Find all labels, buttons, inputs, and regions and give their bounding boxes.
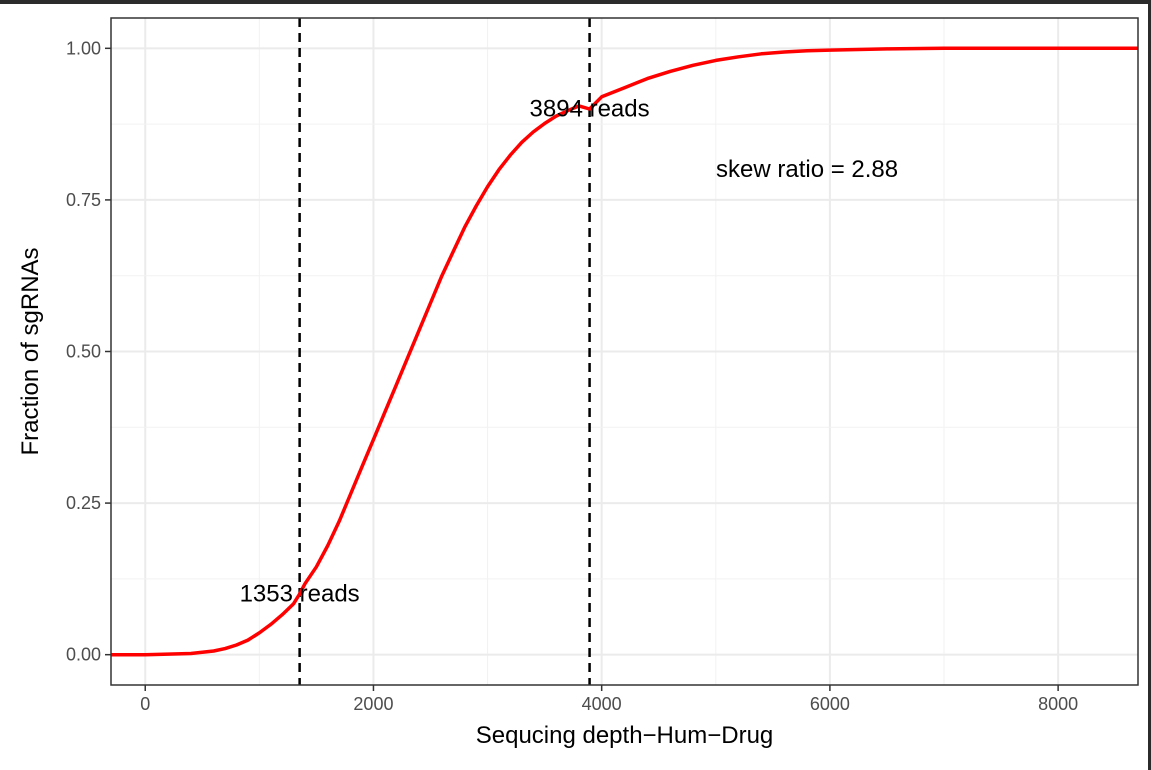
x-tick-label: 0 bbox=[140, 694, 150, 714]
x-tick-label: 4000 bbox=[582, 694, 622, 714]
chart-frame: 1353 reads 3894 reads skew ratio = 2.88 0 2… bbox=[0, 4, 1148, 770]
series-group bbox=[111, 46, 1138, 657]
y-tick-label: 1.00 bbox=[66, 38, 101, 58]
annotation-label: skew ratio = 2.88 bbox=[716, 156, 898, 183]
x-axis-label: Sequcing depth−Hum−Drug bbox=[476, 722, 774, 749]
y-tick-label: 0.75 bbox=[66, 190, 101, 210]
annotations: 1353 reads 3894 reads skew ratio = 2.88 bbox=[240, 95, 899, 607]
gridlines bbox=[111, 18, 1138, 685]
y-tick-label: 0.50 bbox=[66, 342, 101, 362]
x-tick-label: 8000 bbox=[1038, 694, 1078, 714]
y-axis-ticks: 0.00 0.25 0.50 0.75 1.00 bbox=[66, 38, 111, 665]
x-tick-label: 2000 bbox=[353, 694, 393, 714]
annotation-label: 1353 reads bbox=[240, 581, 360, 608]
series-line bbox=[111, 46, 1138, 657]
x-tick-label: 6000 bbox=[810, 694, 850, 714]
annotation-label: 3894 reads bbox=[530, 95, 650, 122]
y-tick-label: 0.25 bbox=[66, 493, 101, 513]
y-tick-label: 0.00 bbox=[66, 645, 101, 665]
y-axis-label: Fraction of sgRNAs bbox=[17, 247, 44, 455]
x-axis-ticks: 0 2000 4000 6000 8000 bbox=[140, 685, 1078, 714]
reference-lines bbox=[298, 18, 591, 685]
line-chart: 1353 reads 3894 reads skew ratio = 2.88 0 2… bbox=[17, 17, 1139, 749]
